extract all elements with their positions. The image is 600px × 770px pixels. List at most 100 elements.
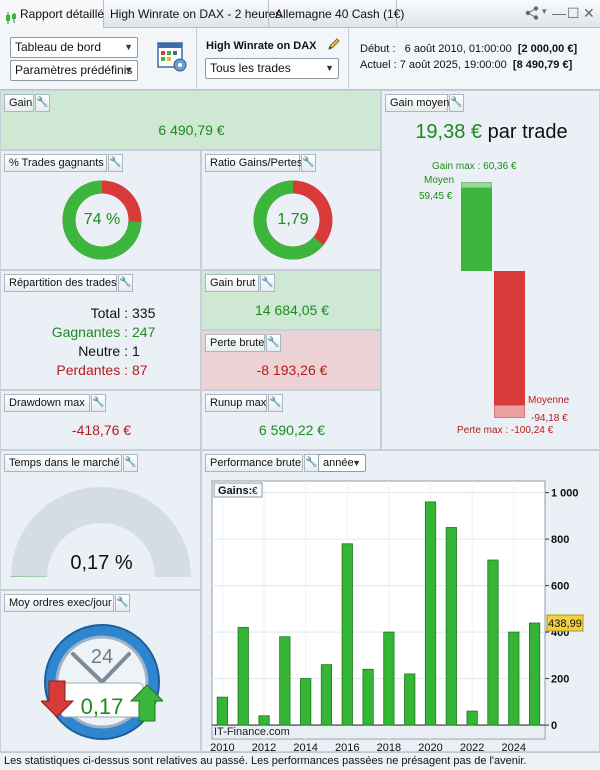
win-label: Gagnantes : — [51, 324, 128, 340]
bar-2012 — [258, 715, 270, 726]
ratio-donut — [253, 180, 333, 260]
wrench-icon[interactable]: 🔧 — [91, 394, 106, 412]
bar-2010 — [216, 696, 229, 726]
tab-label: Allemagne 40 Cash (1€) — [275, 7, 405, 21]
maximize-icon[interactable]: ☐ — [567, 5, 580, 21]
panel-title: Ratio Gains/Pertes — [205, 154, 302, 172]
x-tick-label: 2016 — [335, 742, 359, 751]
x-tick-label: 2012 — [252, 742, 276, 751]
watermark: IT-Finance.com — [214, 726, 290, 738]
panel-title: Temps dans le marché — [4, 454, 122, 472]
perte-max-label: Perte max : -100,24 € — [457, 425, 554, 436]
bar-2018 — [383, 631, 395, 726]
minimize-icon[interactable]: — — [552, 5, 566, 21]
dashboard-select[interactable]: Tableau de bord ▼ — [10, 37, 138, 58]
wrench-icon[interactable]: 🔧 — [268, 394, 283, 412]
wrench-icon[interactable]: 🔧 — [108, 154, 123, 172]
tab-label: Rapport détaillé — [20, 7, 105, 21]
moyenne-label: Moyenne — [528, 395, 570, 406]
donut-win-arc — [253, 180, 333, 260]
bar-2015 — [320, 664, 333, 726]
gain-value: 6 490,79 € — [158, 122, 225, 138]
gain-max-bar — [461, 182, 492, 188]
gain-max-label: Gain max : 60,36 € — [432, 161, 517, 172]
repartition-panel: Répartition des trades 🔧 Total : Gagnant… — [0, 270, 201, 390]
chevron-down-icon: ▼ — [124, 65, 133, 75]
wrench-icon[interactable]: 🔧 — [301, 154, 316, 172]
perte-brute-panel: Perte brute 🔧 -8 193,26 € — [201, 330, 381, 390]
wrench-icon[interactable]: 🔧 — [35, 94, 50, 112]
wrench-icon[interactable]: 🔧 — [449, 94, 464, 112]
avg-gain-bar — [461, 187, 492, 271]
share-icon[interactable] — [524, 5, 540, 25]
divider — [348, 28, 349, 90]
bar-2024 — [508, 631, 520, 726]
close-icon[interactable]: ✕ — [583, 5, 595, 21]
bar-2019 — [404, 673, 416, 726]
strategy-name: High Winrate on DAX — [206, 40, 317, 52]
x-tick-label: 2022 — [460, 742, 484, 751]
panel-title: Gain brut — [205, 274, 259, 292]
clock-number: 24 — [91, 646, 113, 668]
y-tick-label: 1 000 — [551, 488, 579, 500]
trades-filter-select[interactable]: Tous les trades ▼ — [205, 58, 339, 79]
below-zero-band — [213, 725, 544, 738]
tab-bar: Rapport détaillé High Winrate on DAX - 2… — [0, 0, 600, 28]
tab-instrument[interactable]: Allemagne 40 Cash (1€) — [269, 0, 404, 28]
report-header: Tableau de bord ▼ Paramètres prédéfinis ▼ … — [0, 28, 600, 90]
series-label: Gains: — [218, 485, 252, 497]
runup-value: 6 590,22 € — [258, 422, 326, 438]
last-value-label: 438,99 — [548, 618, 582, 630]
win-pct-panel: % Trades gagnants 🔧 74 % — [0, 150, 201, 270]
panel-title: Runup max — [205, 394, 267, 412]
candlestick-icon — [5, 7, 17, 24]
current-date: 7 août 2025, 19:00:00 — [399, 59, 507, 71]
perte-max-bar — [494, 405, 525, 419]
start-date: 6 août 2010, 01:00:00 — [404, 43, 512, 55]
y-tick-label: 800 — [551, 534, 569, 546]
donut-win-arc — [62, 180, 142, 260]
moyen-label: Moyen — [424, 175, 455, 186]
period-select[interactable]: année ▼ — [318, 454, 366, 472]
panel-title: % Trades gagnants — [4, 154, 107, 172]
temps-gauge — [11, 487, 191, 577]
disclaimer-footer: Les statistiques ci-dessus sont relative… — [0, 752, 600, 770]
bar-2025 — [528, 622, 541, 726]
tab-rapport-detaille[interactable]: Rapport détaillé — [0, 0, 104, 28]
wrench-icon[interactable]: 🔧 — [118, 274, 133, 292]
bar-2011 — [237, 627, 249, 726]
arrow-down-icon — [41, 680, 75, 718]
temps-value: 0,17 % — [70, 552, 133, 574]
moyenne-value: -94,18 € — [531, 413, 568, 424]
wrench-icon[interactable]: 🔧 — [266, 334, 281, 352]
chevron-down-icon: ▼ — [124, 42, 133, 52]
x-tick-label: 2010 — [210, 742, 234, 751]
gain-brut-value: 14 684,05 € — [255, 302, 329, 318]
wrench-icon[interactable]: 🔧 — [304, 454, 319, 472]
report-settings-icon[interactable] — [156, 41, 188, 73]
bar-2013 — [279, 636, 291, 726]
drawdown-panel: Drawdown max 🔧 -418,76 € — [0, 390, 201, 450]
chevron-down-icon[interactable]: ▾ — [542, 6, 547, 16]
select-value: année — [323, 457, 354, 469]
panel-title: Perte brute — [205, 334, 265, 352]
presets-select[interactable]: Paramètres prédéfinis ▼ — [10, 60, 138, 81]
edit-pencil-icon[interactable] — [326, 36, 342, 52]
euro-icon: € — [252, 486, 258, 497]
gain-brut-panel: Gain brut 🔧 14 684,05 € — [201, 270, 381, 330]
tab-strategy[interactable]: High Winrate on DAX - 2 heures — [104, 0, 281, 28]
ordres-value: 0,17 — [80, 694, 124, 719]
neutral-value: 1 — [132, 343, 140, 359]
loss-value: 87 — [132, 362, 148, 378]
wrench-icon[interactable]: 🔧 — [123, 454, 138, 472]
ratio-panel: Ratio Gains/Pertes 🔧 1,79 — [201, 150, 381, 270]
wrench-icon[interactable]: 🔧 — [115, 594, 130, 612]
y-tick-label: 200 — [551, 674, 569, 686]
wrench-icon[interactable]: 🔧 — [260, 274, 275, 292]
x-tick-label: 2018 — [377, 742, 401, 751]
runup-panel: Runup max 🔧 6 590,22 € — [201, 390, 381, 450]
total-value: 335 — [132, 305, 156, 321]
drawdown-value: -418,76 € — [71, 422, 132, 438]
x-tick-label: 2020 — [418, 742, 442, 751]
repartition-values: 335 247 1 87 — [132, 304, 192, 380]
